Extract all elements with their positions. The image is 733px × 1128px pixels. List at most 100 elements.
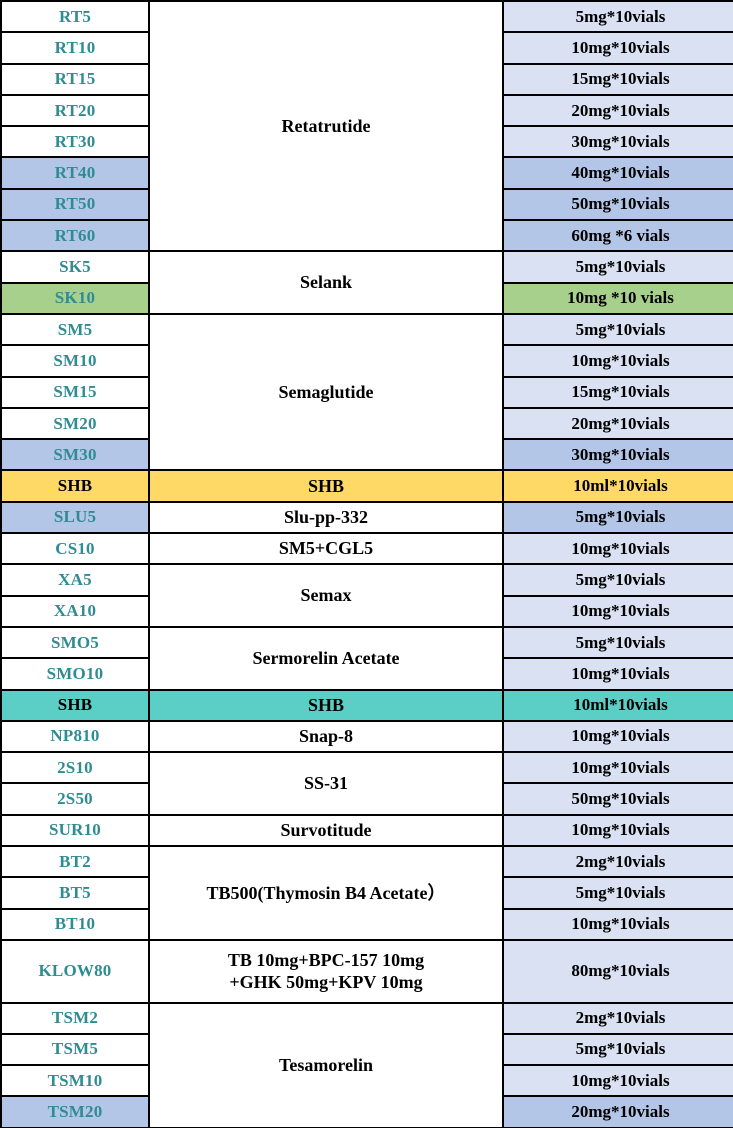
specification-cell: 20mg*10vials bbox=[502, 1095, 733, 1128]
table-row: SM15 15mg*10vials bbox=[0, 375, 733, 409]
specification-cell: 20mg*10vials bbox=[502, 93, 733, 128]
product-name-cell: SHB bbox=[148, 469, 504, 503]
table-row: SM20 20mg*10vials bbox=[0, 406, 733, 441]
specification-cell: 10mg*10vials bbox=[502, 594, 733, 628]
product-name-cell: SS-31 bbox=[148, 751, 504, 816]
product-code-cell: RT30 bbox=[0, 125, 150, 159]
table-row: RT15 15mg*10vials bbox=[0, 62, 733, 96]
table-row: RT50 50mg*10vials bbox=[0, 187, 733, 222]
product-code-cell: SMO5 bbox=[0, 625, 150, 660]
product-code-cell: BT10 bbox=[0, 907, 150, 941]
specification-cell: 10mg*10vials bbox=[502, 751, 733, 785]
product-name-cell: Selank bbox=[148, 250, 504, 315]
specification-cell: 10mg*10vials bbox=[502, 1064, 733, 1098]
product-code-cell: SM30 bbox=[0, 438, 150, 472]
product-code-cell: RT40 bbox=[0, 156, 150, 190]
table-row: NP810 Snap-8 10mg*10vials bbox=[0, 719, 733, 754]
specification-cell: 5mg*10vials bbox=[502, 625, 733, 660]
specification-cell: 15mg*10vials bbox=[502, 62, 733, 96]
specification-cell: 30mg*10vials bbox=[502, 125, 733, 159]
product-code-cell: CS10 bbox=[0, 532, 150, 566]
product-code-cell: RT20 bbox=[0, 93, 150, 128]
product-code-cell: RT15 bbox=[0, 62, 150, 96]
specification-cell: 10mg*10vials bbox=[502, 31, 733, 65]
product-code-cell: NP810 bbox=[0, 719, 150, 754]
product-code-cell: TSM5 bbox=[0, 1032, 150, 1067]
product-code-cell: SMO10 bbox=[0, 657, 150, 691]
specification-cell: 10mg*10vials bbox=[502, 813, 733, 848]
specification-cell: 10mg*10vials bbox=[502, 344, 733, 378]
product-name-cell: Snap-8 bbox=[148, 719, 504, 754]
product-code-cell: SHB bbox=[0, 688, 150, 722]
specification-cell: 50mg*10vials bbox=[502, 782, 733, 816]
table-row: SM5 Semaglutide 5mg*10vials bbox=[0, 312, 733, 472]
specification-cell: 5mg*10vials bbox=[502, 563, 733, 597]
product-code-cell: SUR10 bbox=[0, 813, 150, 848]
table-row: SMO10 10mg*10vials bbox=[0, 657, 733, 691]
table-row: RT20 20mg*10vials bbox=[0, 93, 733, 128]
specification-cell: 10mg*10vials bbox=[502, 657, 733, 691]
table-row: 2S50 50mg*10vials bbox=[0, 782, 733, 816]
table-row: RT10 10mg*10vials bbox=[0, 31, 733, 65]
table-row: BT2 TB500(Thymosin B4 Acetate） 2mg*10vials bbox=[0, 845, 733, 941]
product-name-cell: Retatrutide bbox=[148, 0, 504, 253]
product-name-cell: Semax bbox=[148, 563, 504, 628]
product-name-cell: Survotitude bbox=[148, 813, 504, 848]
product-code-cell: KLOW80 bbox=[0, 938, 150, 1004]
specification-cell: 40mg*10vials bbox=[502, 156, 733, 190]
specification-cell: 5mg*10vials bbox=[502, 312, 733, 347]
product-name-cell: Sermorelin Acetate bbox=[148, 625, 504, 691]
product-code-cell: BT2 bbox=[0, 845, 150, 879]
product-name-cell: SM5+CGL5 bbox=[148, 532, 504, 566]
specification-cell: 10ml*10vials bbox=[502, 469, 733, 503]
table-row: SM30 30mg*10vials bbox=[0, 438, 733, 472]
product-code-cell: BT5 bbox=[0, 876, 150, 910]
product-name-cell: SHB bbox=[148, 688, 504, 722]
specification-cell: 5mg*10vials bbox=[502, 250, 733, 284]
specification-cell: 5mg*10vials bbox=[502, 500, 733, 535]
table-row: XA10 10mg*10vials bbox=[0, 594, 733, 628]
specification-cell: 80mg*10vials bbox=[502, 938, 733, 1004]
table-row: KLOW80 TB 10mg+BPC-157 10mg +GHK 50mg+KPV… bbox=[0, 938, 733, 1004]
table-row: 2S10 SS-31 10mg*10vials bbox=[0, 751, 733, 816]
product-code-cell: RT50 bbox=[0, 187, 150, 222]
table-row: SUR10 Survotitude 10mg*10vials bbox=[0, 813, 733, 848]
product-code-cell: SM10 bbox=[0, 344, 150, 378]
table-row: TSM2 Tesamorelin 2mg*10vials bbox=[0, 1001, 733, 1128]
table-row: RT60 60mg *6 vials bbox=[0, 219, 733, 253]
table-row: SM10 10mg*10vials bbox=[0, 344, 733, 378]
product-code-cell: 2S10 bbox=[0, 751, 150, 785]
table-row: TSM5 5mg*10vials bbox=[0, 1032, 733, 1067]
product-name-cell: Tesamorelin bbox=[148, 1001, 504, 1128]
product-code-cell: SK5 bbox=[0, 250, 150, 284]
product-code-cell: SM20 bbox=[0, 406, 150, 441]
product-name-cell: TB500(Thymosin B4 Acetate） bbox=[148, 845, 504, 941]
table-row: SMO5 Sermorelin Acetate 5mg*10vials bbox=[0, 625, 733, 691]
table-row: BT10 10mg*10vials bbox=[0, 907, 733, 941]
specification-cell: 10mg*10vials bbox=[502, 532, 733, 566]
table-row: BT5 5mg*10vials bbox=[0, 876, 733, 910]
product-code-cell: RT5 bbox=[0, 0, 150, 34]
table-row: RT30 30mg*10vials bbox=[0, 125, 733, 159]
specification-cell: 2mg*10vials bbox=[502, 845, 733, 879]
product-code-cell: SLU5 bbox=[0, 500, 150, 535]
specification-cell: 5mg*10vials bbox=[502, 0, 733, 34]
specification-cell: 10ml*10vials bbox=[502, 688, 733, 722]
product-name-cell: TB 10mg+BPC-157 10mg +GHK 50mg+KPV 10mg bbox=[148, 938, 504, 1004]
product-code-cell: SM15 bbox=[0, 375, 150, 409]
table-row: SLU5 Slu-pp-332 5mg*10vials bbox=[0, 500, 733, 535]
specification-cell: 5mg*10vials bbox=[502, 876, 733, 910]
table-row: SHB SHB 10ml*10vials bbox=[0, 469, 733, 503]
product-name-cell: Slu-pp-332 bbox=[148, 500, 504, 535]
table-row: CS10 SM5+CGL5 10mg*10vials bbox=[0, 532, 733, 566]
specification-cell: 60mg *6 vials bbox=[502, 219, 733, 253]
specification-cell: 2mg*10vials bbox=[502, 1001, 733, 1035]
table-row: SK10 10mg *10 vials bbox=[0, 281, 733, 315]
specification-cell: 10mg *10 vials bbox=[502, 281, 733, 315]
product-code-cell: TSM2 bbox=[0, 1001, 150, 1035]
specification-cell: 10mg*10vials bbox=[502, 907, 733, 941]
specification-cell: 20mg*10vials bbox=[502, 406, 733, 441]
